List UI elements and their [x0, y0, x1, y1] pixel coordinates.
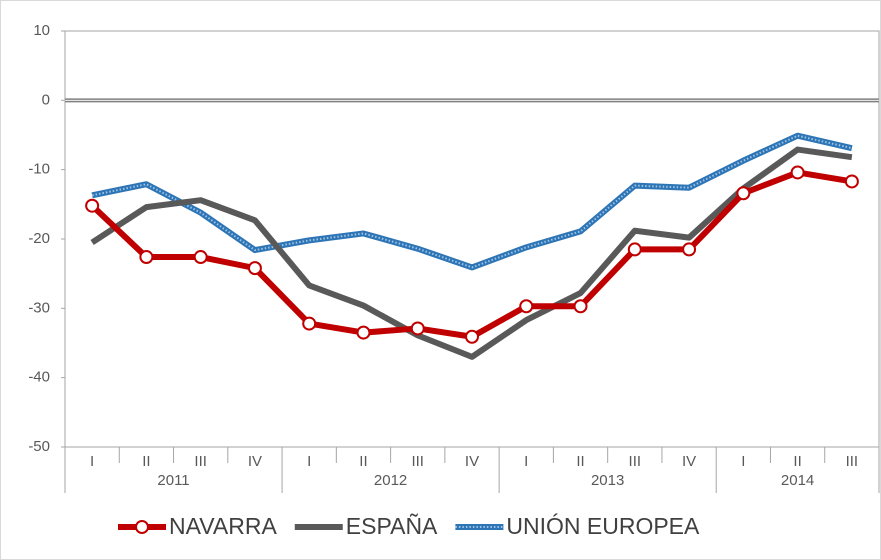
- x-tick-label: II: [793, 453, 801, 470]
- series-marker: [410, 321, 425, 336]
- year-label: 2013: [591, 472, 624, 489]
- series-marker: [519, 299, 534, 314]
- x-tick-label: IV: [682, 453, 696, 470]
- legend-label: NAVARRA: [169, 513, 277, 539]
- series-line-dots: [91, 134, 853, 269]
- y-tick-label: 10: [33, 22, 50, 39]
- y-tick-label: -30: [28, 299, 50, 316]
- series-marker: [790, 165, 805, 180]
- x-tick-label: III: [194, 453, 207, 470]
- series-line: [90, 146, 853, 360]
- x-tick-label: III: [846, 453, 859, 470]
- series-marker: [85, 198, 100, 213]
- series-marker: [302, 316, 317, 331]
- x-tick-label: I: [741, 453, 745, 470]
- x-tick-label: IV: [465, 453, 479, 470]
- legend-label: ESPAÑA: [346, 513, 438, 539]
- series-marker: [844, 174, 859, 189]
- y-tick-label: 0: [42, 91, 50, 108]
- series-marker: [139, 250, 154, 265]
- series-marker: [573, 299, 588, 314]
- year-label: 2011: [157, 472, 189, 489]
- y-tick-label: -20: [28, 230, 50, 247]
- y-tick-label: -40: [28, 369, 50, 386]
- x-tick-label: I: [524, 453, 528, 470]
- year-label: 2014: [781, 472, 814, 489]
- series-marker: [627, 242, 642, 257]
- x-tick-label: I: [90, 453, 94, 470]
- legend-marker: [135, 520, 149, 534]
- x-tick-label: II: [359, 453, 367, 470]
- series-marker: [736, 186, 751, 201]
- x-tick-label: II: [142, 453, 150, 470]
- series-marker: [193, 250, 208, 265]
- series-marker: [356, 325, 371, 340]
- x-tick-label: IV: [248, 453, 262, 470]
- x-tick-label: II: [576, 453, 584, 470]
- x-tick-label: III: [629, 453, 642, 470]
- series-marker: [247, 261, 262, 276]
- series-marker: [465, 329, 479, 344]
- legend-label: UNIÓN EUROPEA: [506, 513, 700, 539]
- year-label: 2012: [374, 472, 407, 489]
- series-marker: [682, 242, 697, 257]
- y-tick-label: -50: [28, 438, 50, 455]
- y-tick-label: -10: [28, 161, 50, 178]
- x-tick-label: I: [307, 453, 311, 470]
- x-tick-label: III: [411, 453, 424, 470]
